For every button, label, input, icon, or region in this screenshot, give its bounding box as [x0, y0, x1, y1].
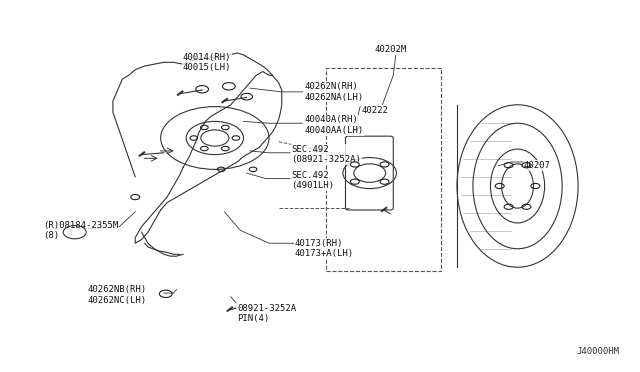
- Text: 40014(RH)
40015(LH): 40014(RH) 40015(LH): [183, 52, 232, 72]
- Text: J40000HM: J40000HM: [577, 347, 620, 356]
- Text: 40202M: 40202M: [374, 45, 406, 54]
- Text: R: R: [67, 229, 72, 235]
- Text: 40173(RH)
40173+A(LH): 40173(RH) 40173+A(LH): [294, 239, 354, 259]
- Text: SEC.492
(08921-3252A): SEC.492 (08921-3252A): [291, 145, 361, 164]
- Text: 40040A(RH)
40040AA(LH): 40040A(RH) 40040AA(LH): [304, 115, 363, 135]
- Text: 40222: 40222: [362, 106, 388, 115]
- Text: 08921-3252A
PIN(4): 08921-3252A PIN(4): [237, 304, 296, 323]
- Text: 40262N(RH)
40262NA(LH): 40262N(RH) 40262NA(LH): [304, 82, 363, 102]
- Text: (R)08184-2355M
(8): (R)08184-2355M (8): [43, 221, 118, 240]
- Text: SEC.492
(4901LH): SEC.492 (4901LH): [291, 171, 334, 190]
- Text: 40262NB(RH)
40262NC(LH): 40262NB(RH) 40262NC(LH): [88, 285, 147, 305]
- Text: 40207: 40207: [524, 161, 551, 170]
